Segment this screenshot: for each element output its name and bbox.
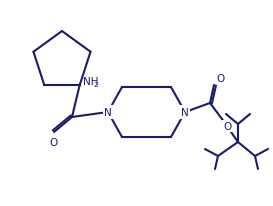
Text: N: N: [104, 108, 112, 117]
Text: N: N: [181, 108, 189, 117]
Text: O: O: [49, 137, 57, 147]
Text: 2: 2: [94, 82, 98, 88]
Text: O: O: [216, 74, 224, 84]
Text: O: O: [223, 121, 231, 131]
Text: NH: NH: [83, 77, 98, 87]
